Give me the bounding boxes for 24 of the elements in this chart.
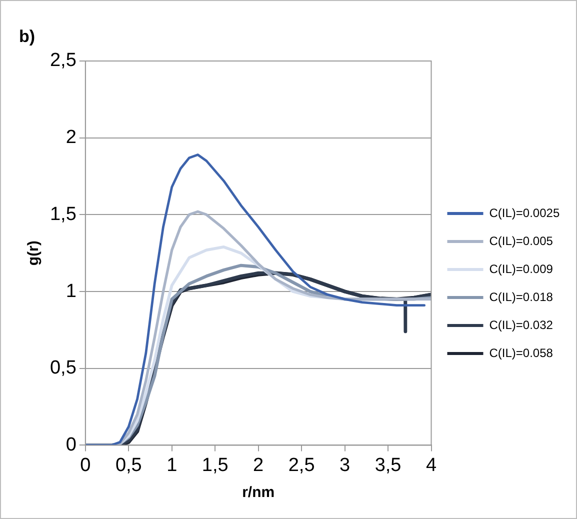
- x-tick-label: 1,5: [202, 454, 228, 476]
- y-tick-label: 2: [66, 127, 76, 148]
- x-tick-label: 4: [426, 454, 437, 476]
- x-tick-label: 3,5: [374, 454, 402, 476]
- legend-label: C(IL)=0.009: [489, 262, 554, 276]
- legend-label: C(IL)=0.0025: [489, 206, 560, 220]
- text: b): [19, 27, 36, 47]
- y-axis-title: g(r): [25, 240, 42, 266]
- x-tick-label: 2,5: [288, 454, 315, 476]
- x-tick-label: 2: [253, 454, 264, 476]
- y-tick-label: 2,5: [50, 50, 76, 72]
- legend-label: C(IL)=0.018: [489, 290, 554, 304]
- y-tick-label: 1,5: [50, 204, 76, 225]
- x-tick-label: 0,5: [115, 454, 142, 476]
- legend-label: C(IL)=0.032: [489, 318, 554, 332]
- legend-label: C(IL)=0.005: [489, 234, 554, 248]
- x-axis-title: r/nm: [242, 484, 275, 502]
- x-tick-label: 3: [340, 454, 350, 476]
- legend-label: C(IL)=0.058: [489, 346, 554, 360]
- y-tick-label: 0: [66, 434, 76, 456]
- x-tick-label: 1: [166, 454, 178, 476]
- y-tick-label: 1: [66, 280, 76, 302]
- x-tick-label: 0: [80, 454, 91, 476]
- y-tick-label: 0,5: [50, 358, 76, 379]
